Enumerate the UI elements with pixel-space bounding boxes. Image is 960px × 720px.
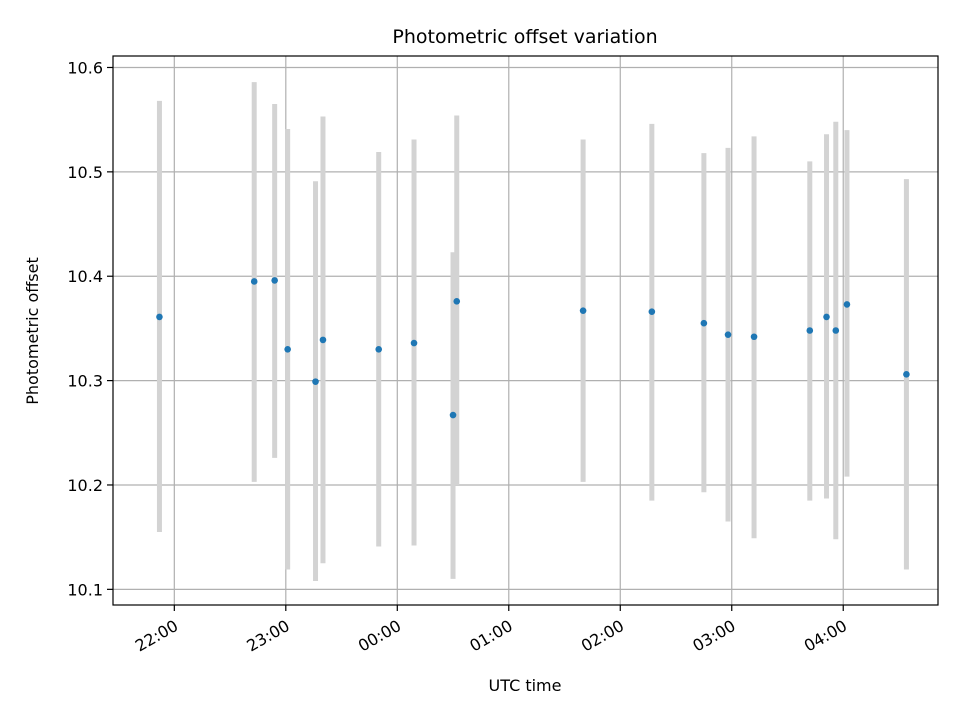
data-point (410, 339, 418, 347)
data-point (449, 411, 457, 419)
data-point (700, 319, 708, 327)
plot-area (156, 82, 910, 581)
data-point (319, 336, 327, 344)
data-point (750, 333, 758, 341)
data-point (312, 378, 319, 385)
y-axis: 10.1 10.2 10.3 10.4 10.5 10.6 (67, 58, 113, 599)
data-point (271, 277, 278, 284)
data-point (724, 331, 732, 338)
data-point (806, 327, 814, 334)
y-tick-label: 10.2 (67, 476, 103, 495)
data-point (284, 345, 291, 353)
y-tick-label: 10.1 (67, 580, 103, 599)
data-point (250, 278, 258, 285)
y-tick-label: 10.6 (67, 58, 103, 77)
y-tick-label: 10.3 (67, 372, 103, 391)
data-point (579, 307, 587, 314)
grid (113, 56, 938, 605)
data-point (823, 313, 830, 321)
chart-title: Photometric offset variation (392, 26, 657, 48)
data-point (375, 345, 383, 353)
data-point (843, 301, 851, 308)
y-tick-label: 10.4 (67, 267, 103, 286)
y-tick-label: 10.5 (67, 163, 103, 182)
data-point (903, 371, 910, 378)
x-axis-label: UTC time (489, 676, 562, 695)
data-point (648, 308, 656, 316)
axes-frame (112, 55, 939, 606)
data-point (453, 297, 461, 305)
data-point (156, 313, 163, 321)
y-axis-label: Photometric offset (23, 257, 42, 405)
data-point (832, 327, 840, 334)
